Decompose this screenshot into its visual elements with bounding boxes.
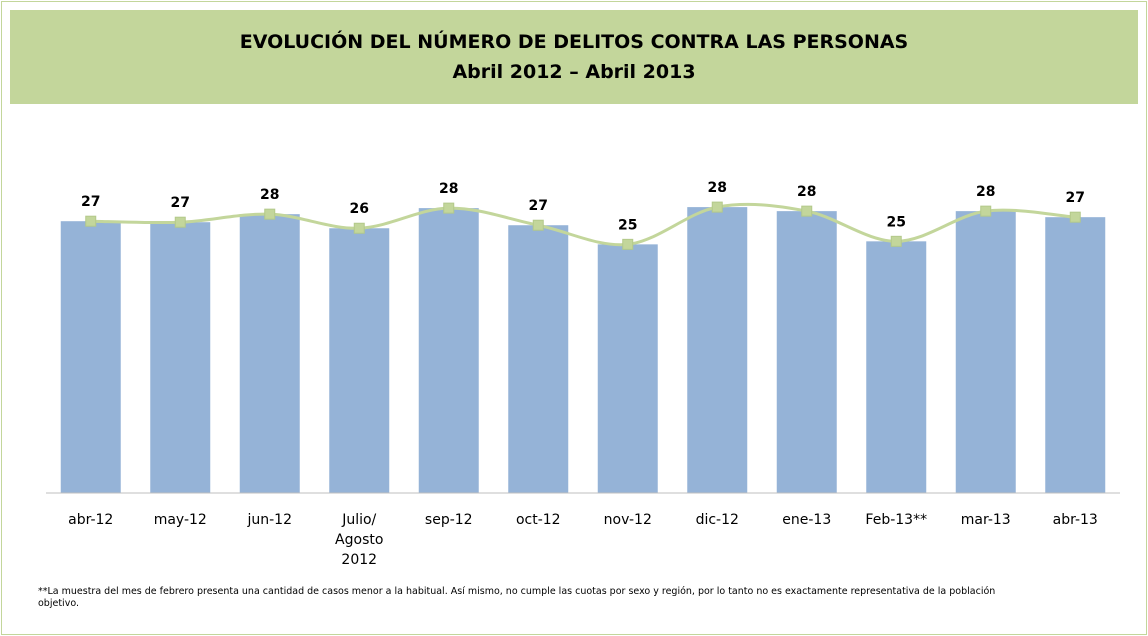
x-tick-label: dic-12 [695, 512, 739, 528]
marker [890, 235, 902, 247]
bar [687, 207, 748, 493]
marker [622, 238, 634, 250]
x-tick-label: ene-13 [782, 512, 832, 528]
x-tick-label: mar-13 [960, 512, 1011, 528]
marker [532, 219, 544, 231]
bar [60, 221, 121, 493]
chart-subtitle: Abril 2012 – Abril 2013 [452, 61, 696, 83]
data-label: 27 [81, 194, 100, 210]
x-tick-label: Feb-13** [865, 512, 928, 528]
marker [801, 205, 813, 217]
x-tick-label: may-12 [153, 512, 207, 528]
bar [508, 225, 569, 493]
data-label: 27 [171, 195, 190, 211]
x-tick-label: jun-12 [247, 512, 292, 528]
data-label: 28 [439, 181, 458, 197]
bar [418, 208, 479, 493]
bar [955, 211, 1016, 493]
data-label: 28 [797, 184, 816, 200]
data-label: 25 [887, 214, 906, 230]
data-label: 26 [350, 201, 369, 217]
marker [264, 208, 276, 220]
bar [239, 214, 300, 494]
x-tick-label: sep-12 [424, 512, 473, 528]
line [90, 202, 1076, 247]
bar [1045, 217, 1106, 493]
x-tick-label: oct-12 [515, 512, 561, 528]
data-label: 28 [976, 184, 995, 200]
marker [353, 222, 365, 234]
footnote: **La muestra del mes de febrero presenta… [38, 586, 996, 609]
chart-title: EVOLUCIÓN DEL NÚMERO DE DELITOS CONTRA L… [239, 31, 909, 53]
header: EVOLUCIÓN DEL NÚMERO DE DELITOS CONTRA L… [10, 10, 1138, 104]
marker [174, 216, 186, 228]
data-label: 27 [1066, 190, 1085, 206]
marker [1069, 211, 1081, 223]
data-label: 25 [618, 217, 637, 233]
x-tick-label: Julio/ Agosto 2012 [335, 512, 384, 568]
marker [980, 205, 992, 217]
x-tick-label: nov-12 [603, 512, 652, 528]
bar [150, 222, 211, 493]
bar [776, 211, 837, 493]
data-label: 28 [708, 180, 727, 196]
bar [597, 244, 658, 493]
marker [85, 215, 97, 227]
data-label: 27 [529, 198, 548, 214]
x-tick-label: abr-13 [1052, 512, 1098, 528]
x-tick-label: abr-12 [68, 512, 114, 528]
data-label: 28 [260, 187, 279, 203]
bar [329, 228, 390, 493]
marker [443, 202, 455, 214]
bar [866, 241, 927, 493]
marker [711, 201, 723, 213]
